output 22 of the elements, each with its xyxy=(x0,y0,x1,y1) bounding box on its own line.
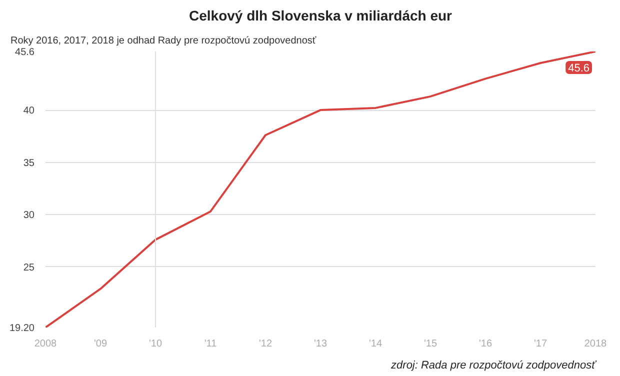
x-tick-label: '16 xyxy=(478,338,492,350)
x-tick-label: '12 xyxy=(258,338,272,350)
y-tick-label: 30 xyxy=(23,210,35,222)
x-tick-label: '09 xyxy=(94,338,108,350)
x-tick-label: 2018 xyxy=(584,338,608,350)
data-label: 45.6 xyxy=(568,62,590,74)
y-tick-label: 35 xyxy=(23,158,35,169)
x-tick-label: '14 xyxy=(368,338,382,350)
y-tick-label: 25 xyxy=(23,262,35,274)
x-tick-label: '15 xyxy=(424,338,438,350)
y-tick-label: 19.20 xyxy=(9,323,35,334)
x-tick-label: '17 xyxy=(534,338,548,350)
x-tick-label: '10 xyxy=(148,338,162,350)
chart-title: Celkový dlh Slovenska v miliardách eur xyxy=(189,8,453,24)
x-tick-label: 2008 xyxy=(34,338,58,350)
chart-subtitle: Roky 2016, 2017, 2018 je odhad Rady pre rozpočtovú zodpovednosť xyxy=(10,36,316,46)
y-tick-label: 40 xyxy=(23,106,35,117)
y-tick-label: 45.6 xyxy=(15,47,35,58)
text: zdroj: Rada pre rozpočtovú zodpovednosť xyxy=(390,360,598,372)
x-tick-label: '11 xyxy=(204,338,218,350)
line-series xyxy=(46,52,596,328)
x-tick-label: '13 xyxy=(314,338,328,350)
